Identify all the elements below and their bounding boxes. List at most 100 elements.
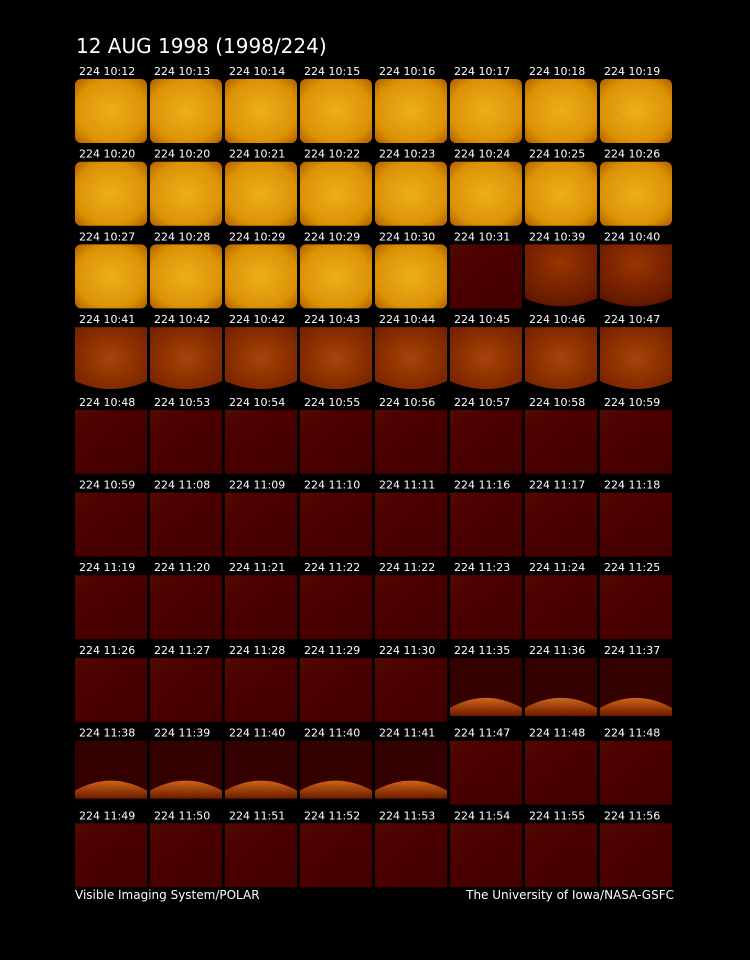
image-tile [150,244,222,309]
image-tile [375,327,447,390]
timestamp: 224 11:40 [229,727,285,740]
image-tile [450,327,522,390]
image-tile [225,575,297,640]
timestamp: 224 10:41 [79,313,135,326]
image-tile [225,657,297,722]
timestamp: 224 11:39 [154,727,210,740]
image-tile [150,823,222,888]
timestamp: 224 11:36 [529,644,585,657]
timestamp: 224 11:37 [604,644,660,657]
timestamp: 224 11:10 [304,479,360,492]
image-tile [300,244,372,309]
earth-limb [300,780,372,799]
earth-limb [525,697,597,716]
image-tile [525,79,597,143]
timestamp: 224 10:56 [379,396,435,409]
image-tile [75,409,147,474]
timestamp: 224 10:24 [454,148,510,161]
timestamp: 224 11:35 [454,644,510,657]
image-tile [525,575,597,640]
timestamp: 224 10:57 [454,396,510,409]
timestamp: 224 10:12 [79,65,135,78]
earth-limb [600,697,672,716]
timestamp: 224 11:47 [454,727,510,740]
image-tile [150,575,222,640]
image-tile [75,244,147,309]
image-tile [300,657,372,722]
timestamp: 224 10:19 [604,65,660,78]
timestamp: 224 11:52 [304,809,360,822]
image-tile [225,327,297,390]
image-tile [525,327,597,390]
image-tile [600,740,672,805]
image-tile [375,161,447,226]
image-tile [300,409,372,474]
timestamp: 224 10:21 [229,148,285,161]
image-tile [600,575,672,640]
earth-limb [375,780,447,799]
image-tile [150,327,222,390]
timestamp: 224 10:29 [304,230,360,243]
timestamp: 224 10:27 [79,230,135,243]
timestamp: 224 11:40 [304,727,360,740]
timestamp: 224 10:47 [604,313,660,326]
timestamp: 224 11:24 [529,561,585,574]
image-tile [75,161,147,226]
image-tile [525,244,597,307]
image-tile [225,409,297,474]
timestamp: 224 10:55 [304,396,360,409]
timestamp: 224 10:17 [454,65,510,78]
image-tile [225,823,297,888]
image-tile [75,657,147,722]
image-tile [75,823,147,888]
image-tile [600,492,672,557]
timestamp: 224 11:30 [379,644,435,657]
timestamp: 224 11:49 [79,809,135,822]
image-tile [525,823,597,888]
timestamp: 224 11:21 [229,561,285,574]
timestamp: 224 11:16 [454,479,510,492]
timestamp: 224 11:08 [154,479,210,492]
footer-left: Visible Imaging System/POLAR [75,888,260,902]
timestamp: 224 10:54 [229,396,285,409]
image-tile [75,492,147,557]
timestamp: 224 11:22 [379,561,435,574]
timestamp: 224 10:39 [529,230,585,243]
image-tile [450,575,522,640]
image-tile [525,492,597,557]
image-tile [600,244,672,307]
timestamp: 224 11:55 [529,809,585,822]
timestamp: 224 10:31 [454,230,510,243]
image-tile [600,161,672,226]
earth-limb [450,697,522,716]
image-tile [375,823,447,888]
earth-limb [75,780,147,799]
image-tile [300,823,372,888]
timestamp: 224 10:44 [379,313,435,326]
timestamp: 224 10:13 [154,65,210,78]
image-tile [300,327,372,390]
timestamp: 224 10:23 [379,148,435,161]
timestamp: 224 11:11 [379,479,435,492]
timestamp: 224 10:28 [154,230,210,243]
earth-limb [150,780,222,799]
image-tile [525,740,597,805]
timestamp: 224 10:40 [604,230,660,243]
image-tile [375,657,447,722]
image-tile [525,161,597,226]
timestamp: 224 11:26 [79,644,135,657]
timestamp: 224 10:30 [379,230,435,243]
image-tile [450,79,522,143]
timestamp: 224 11:29 [304,644,360,657]
timestamp: 224 11:28 [229,644,285,657]
timestamp: 224 10:53 [154,396,210,409]
image-tile [300,79,372,143]
image-tile [75,79,147,143]
timestamp: 224 10:20 [79,148,135,161]
image-tile [525,409,597,474]
image-tile [450,244,522,309]
image-tile [600,79,672,143]
timestamp: 224 11:41 [379,727,435,740]
timestamp: 224 11:50 [154,809,210,822]
